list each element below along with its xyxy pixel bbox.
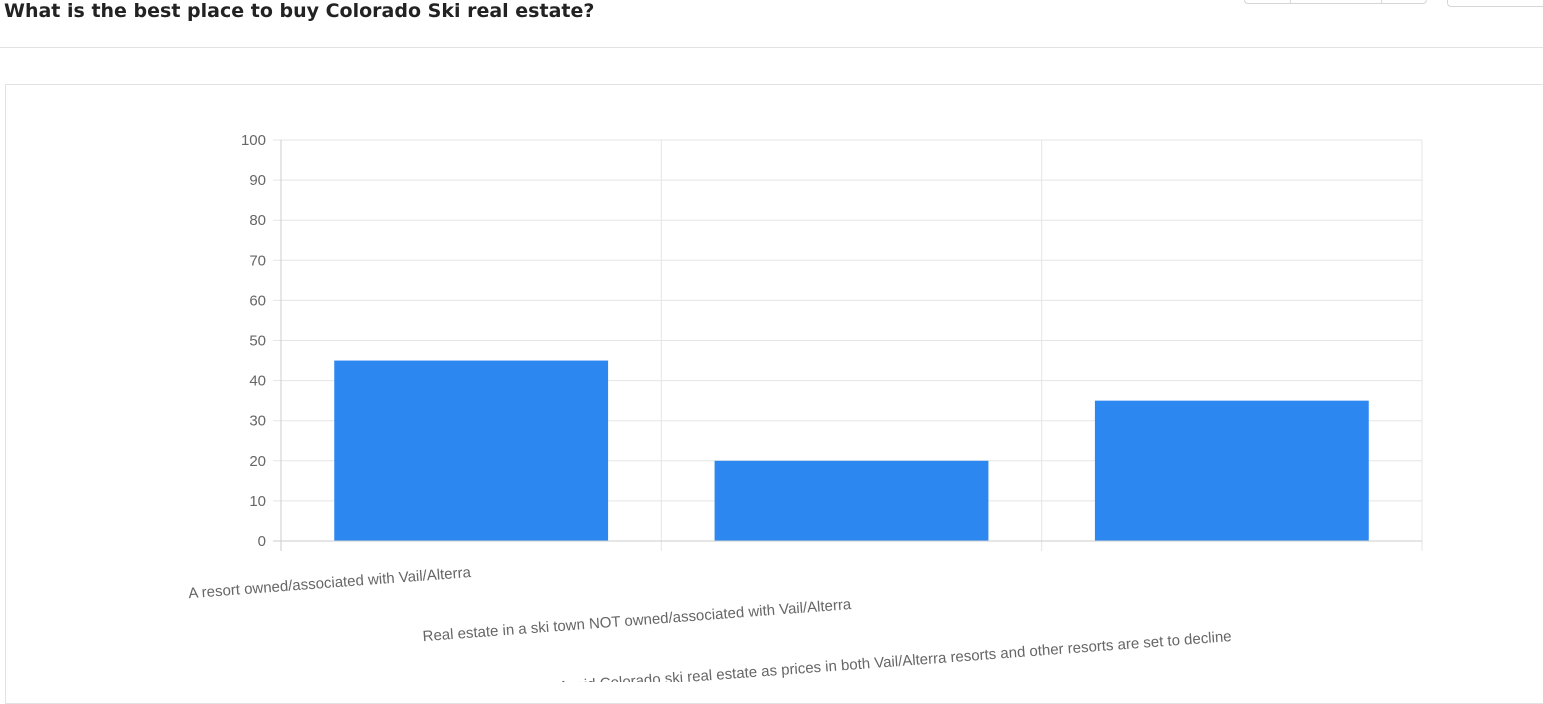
y-tick-label: 80 [249, 212, 266, 229]
y-tick-label: 60 [249, 292, 266, 309]
y-axis-ticks: 0 10 20 30 40 50 60 70 80 90 100 [241, 132, 266, 550]
y-tick-label: 30 [249, 413, 266, 430]
y-tick-label: 40 [249, 373, 266, 390]
bar [334, 360, 609, 541]
y-tick-label: 20 [249, 453, 266, 470]
y-tick-label: 70 [249, 252, 266, 269]
x-tick-label: Avoid Colorado ski real estate as prices… [558, 628, 1232, 682]
x-tick-label: Real estate in a ski town NOT owned/asso… [422, 596, 852, 645]
chart-bars [334, 360, 1369, 541]
y-tick-label: 100 [241, 132, 266, 149]
y-tick-label: 50 [249, 333, 266, 350]
bar-chart: 0 10 20 30 40 50 60 70 80 90 100 A resort owned/as… [188, 132, 1423, 682]
chart-panel [5, 84, 1543, 704]
toolbar-separator [1290, 0, 1291, 3]
toolbar-button[interactable] [1447, 0, 1543, 7]
chart-axes [273, 140, 1422, 551]
y-tick-label: 0 [258, 533, 266, 550]
y-tick-label: 10 [249, 493, 266, 510]
bar [1094, 400, 1369, 541]
x-tick-label: A resort owned/associated with Vail/Alte… [188, 564, 472, 602]
toolbar-separator [1381, 0, 1382, 3]
x-axis-ticks: A resort owned/associated with Vail/Alte… [188, 564, 1232, 682]
bar [714, 460, 989, 541]
header-divider [0, 47, 1543, 48]
page-title: What is the best place to buy Colorado S… [4, 0, 595, 22]
y-tick-label: 90 [249, 172, 266, 189]
